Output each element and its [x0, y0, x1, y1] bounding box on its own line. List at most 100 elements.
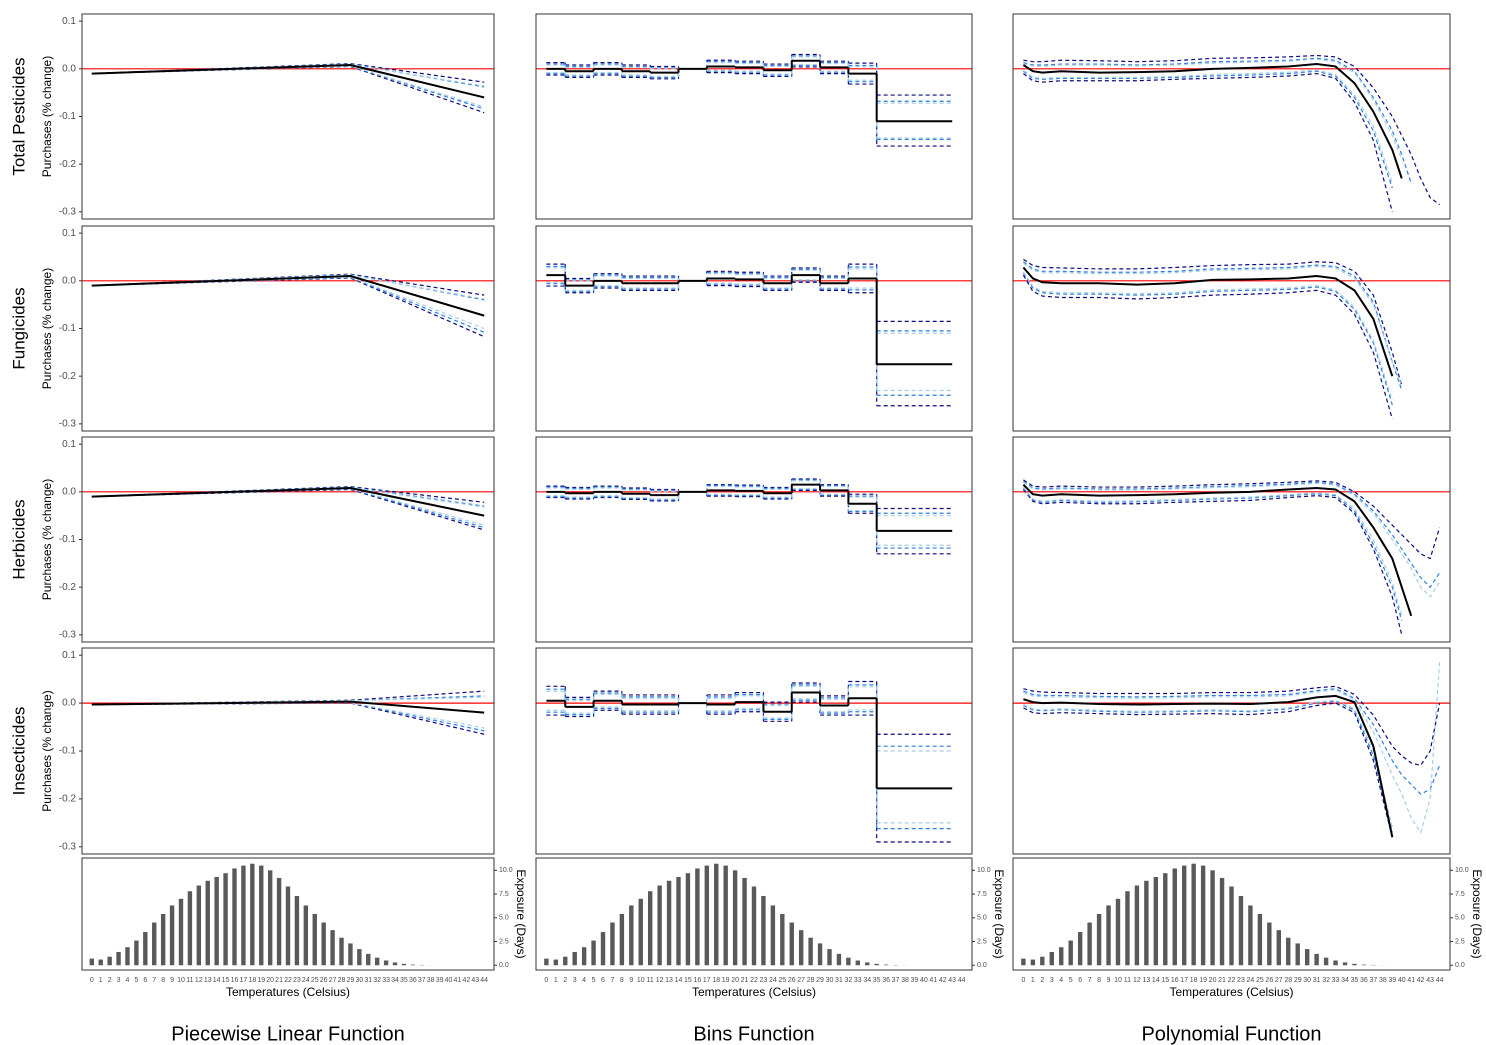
x-tick-label: 25 [311, 977, 319, 984]
y-tick-label: 0.0 [499, 962, 509, 969]
x-tick-label: 0 [90, 977, 94, 984]
y-tick-label: -0.2 [59, 582, 77, 593]
x-tick-label: 24 [769, 977, 777, 984]
y-tick-label: 5.0 [499, 915, 509, 922]
bar [544, 958, 549, 966]
x-tick-label: 6 [601, 977, 605, 984]
row-title: Herbicides [9, 499, 28, 579]
y-tick-label: -0.1 [59, 111, 77, 122]
column-title: Piecewise Linear Function [171, 1023, 404, 1045]
x-tick-label: 38 [427, 977, 435, 984]
y-tick-label: 0.0 [977, 962, 987, 969]
bar [1106, 905, 1111, 966]
x-tick-label: 11 [647, 977, 654, 984]
ci-line [1023, 70, 1393, 189]
x-tick-label: 26 [1265, 977, 1273, 984]
x-tick-label: 32 [373, 977, 381, 984]
bar [383, 960, 389, 966]
bar [827, 949, 832, 966]
x-tick-label: 5 [592, 977, 596, 984]
bar [1304, 949, 1310, 966]
x-tick-label: 10 [637, 977, 645, 984]
panel [82, 485, 494, 531]
x-axis-label: Temperatures (Celsius) [692, 985, 816, 999]
x-tick-label: 14 [213, 977, 221, 984]
column-title: Polynomial Function [1141, 1023, 1321, 1045]
x-tick-label: 29 [1294, 977, 1302, 984]
x-tick-label: 5 [134, 977, 138, 984]
bar [1276, 930, 1281, 966]
x-tick-label: 44 [480, 977, 488, 984]
x-tick-label: 41 [929, 977, 937, 984]
x-tick-label: 8 [161, 977, 165, 984]
panel-border [1012, 436, 1451, 643]
bar [695, 868, 700, 966]
bar [1191, 863, 1196, 966]
panel [82, 273, 494, 338]
x-tick-label: 27 [329, 977, 337, 984]
x-tick-label: 32 [844, 977, 852, 984]
bar [1219, 877, 1225, 966]
bar [1153, 876, 1159, 966]
x-tick-label: 43 [471, 977, 479, 984]
x-tick-label: 18 [248, 977, 256, 984]
row-title: Fungicides [9, 287, 28, 369]
x-tick-label: 17 [1180, 977, 1188, 984]
bar [1172, 868, 1177, 966]
bar [1021, 958, 1026, 966]
bar [374, 957, 380, 966]
x-tick-label: 2 [108, 977, 112, 984]
x-tick-label: 37 [892, 977, 900, 984]
x-tick-label: 38 [1379, 977, 1387, 984]
x-tick-label: 15 [684, 977, 692, 984]
y-tick-label: 0.0 [62, 486, 76, 497]
x-tick-label: 13 [204, 977, 212, 984]
x-tick-label: 13 [1142, 977, 1150, 984]
bar [1257, 914, 1263, 966]
x-tick-label: 36 [1360, 977, 1368, 984]
estimate-line [91, 700, 485, 714]
bar [629, 905, 634, 966]
bar [107, 956, 112, 966]
bar [1323, 957, 1329, 966]
x-tick-label: 25 [1256, 977, 1264, 984]
bar [742, 877, 747, 966]
x-tick-label: 40 [1398, 977, 1406, 984]
y-tick-label: -0.1 [59, 323, 77, 334]
bar [846, 957, 851, 966]
y-axis-label: Purchases (% change) [40, 690, 54, 811]
ci-line [1023, 479, 1441, 560]
ci-line [91, 702, 485, 729]
bar [591, 940, 596, 966]
x-tick-label: 19 [722, 977, 730, 984]
x-tick-label: 17 [240, 977, 248, 984]
panel [1013, 662, 1450, 838]
x-tick-label: 15 [222, 977, 230, 984]
bar [160, 914, 166, 966]
bar [205, 880, 210, 966]
panel [536, 478, 972, 555]
y-tick-label: -0.1 [59, 746, 77, 757]
x-tick-label: 28 [338, 977, 346, 984]
x-tick-label: 38 [901, 977, 909, 984]
bar [152, 922, 157, 966]
x-tick-label: 16 [231, 977, 239, 984]
bar [1115, 898, 1121, 966]
y-axis-label: Exposure (Days) [1470, 869, 1484, 958]
x-tick-label: 12 [1133, 977, 1141, 984]
bar [572, 951, 577, 966]
panel-border [81, 647, 495, 855]
panel [89, 863, 433, 966]
bar [214, 876, 219, 966]
bar [1333, 960, 1338, 966]
x-tick-label: 20 [1209, 977, 1217, 984]
x-tick-label: 11 [186, 977, 193, 984]
bar [312, 914, 317, 966]
x-tick-label: 22 [1228, 977, 1236, 984]
bar [581, 947, 587, 966]
x-tick-label: 2 [1040, 977, 1044, 984]
x-tick-label: 35 [873, 977, 881, 984]
x-tick-label: 28 [1284, 977, 1292, 984]
panel-border [535, 647, 973, 855]
bar [294, 895, 300, 966]
